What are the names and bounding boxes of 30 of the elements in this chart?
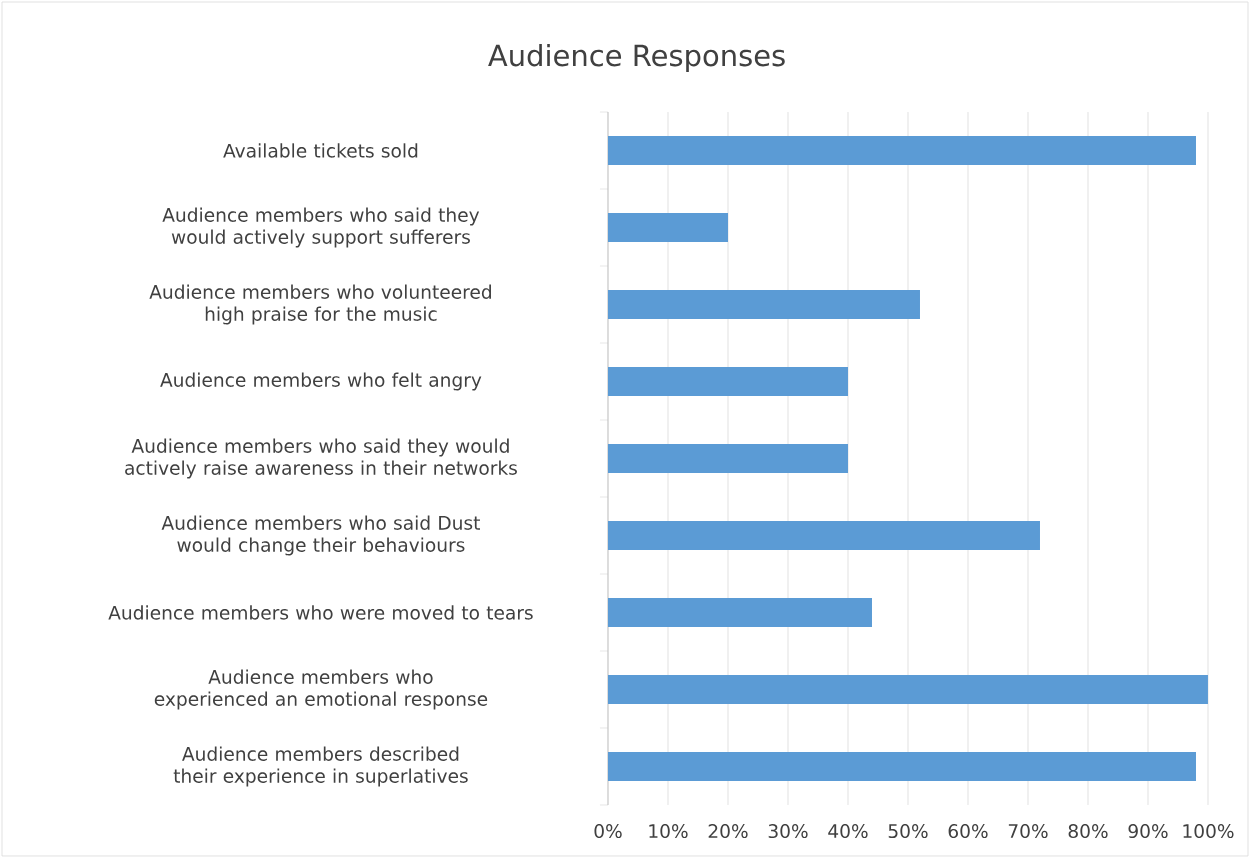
bar [607, 751, 1196, 781]
x-tick-label: 60% [948, 824, 988, 839]
y-tick-label: Audience members described their experience in superlatives [173, 746, 468, 787]
x-tick-label: 70% [1008, 824, 1048, 839]
x-tick-label: 20% [708, 824, 748, 839]
y-tick-label: Audience members who were moved to tears [108, 605, 533, 620]
x-tick-label: 90% [1128, 824, 1168, 839]
y-tick-label: Available tickets sold [223, 143, 418, 158]
x-tick-label: 0% [594, 824, 622, 839]
bar [607, 213, 728, 243]
x-tick-label: 80% [1068, 824, 1108, 839]
bar [607, 290, 920, 320]
x-tick-label: 40% [828, 824, 868, 839]
y-tick-label: Audience members who said they would actively raise awareness in their networks [125, 438, 517, 479]
y-tick-label: Audience members who experienced an emotional response [154, 669, 488, 710]
bar [607, 136, 1196, 166]
x-tick-label: 10% [649, 824, 688, 839]
bar [607, 367, 848, 397]
x-tick-label: 100% [1183, 824, 1234, 839]
chart-title: Audience Responses [488, 43, 785, 73]
x-tick-label: 50% [888, 824, 928, 839]
y-tick-label: Audience members who felt angry [160, 372, 482, 391]
y-tick-label: Audience members who said they would actively support sufferers [162, 207, 480, 248]
x-tick-label: 30% [768, 824, 808, 839]
bar [607, 675, 1208, 704]
bar [607, 521, 1040, 550]
bar [607, 598, 872, 627]
y-tick-label: Audience members who volunteered high praise for the music [149, 284, 491, 325]
y-tick-label: Audience members who said Dust would change their behaviours [161, 515, 480, 556]
bar [607, 444, 848, 474]
